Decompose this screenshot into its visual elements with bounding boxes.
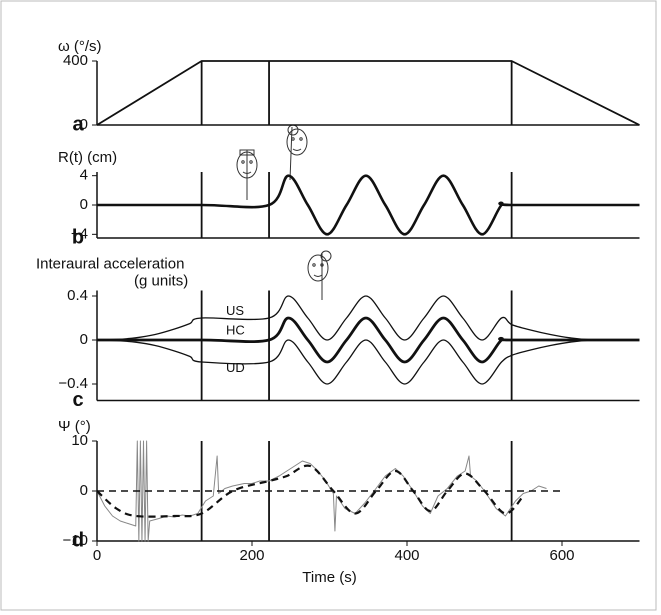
y-tick-label: 0.4 [67, 287, 88, 304]
y-tick-label: 0 [80, 482, 88, 499]
y-tick-label: 4 [80, 167, 88, 184]
head-icon [286, 124, 308, 181]
data-line [97, 174, 640, 236]
y-tick-label: −4 [71, 225, 88, 242]
panel-label: d [72, 529, 84, 551]
y-tick-label: −10 [63, 532, 88, 549]
data-line [96, 464, 525, 518]
y-tick-label: 0 [80, 196, 88, 213]
head-icon [236, 149, 258, 200]
series-label: UD [226, 360, 245, 375]
panel-label: a [72, 113, 84, 135]
series-label: HC [226, 323, 245, 338]
y-tick-label: 0 [80, 116, 88, 133]
x-tick-label: 600 [549, 547, 574, 564]
data-line [97, 316, 640, 364]
data-line [96, 295, 640, 341]
data-line [96, 60, 640, 126]
x-tick-label: 400 [394, 547, 419, 564]
data-line [96, 440, 547, 542]
y-tick-label: 10 [71, 432, 88, 449]
x-tick-label: 0 [93, 547, 101, 564]
head-icons [236, 124, 332, 300]
head-icon [307, 250, 332, 300]
panel-label: c [72, 389, 83, 411]
data-line [96, 339, 640, 385]
series-label: US [226, 303, 244, 318]
y-tick-label: −0.4 [58, 375, 88, 392]
y-axis-label: ω (°/s) [58, 38, 102, 55]
y-axis-label: R(t) (cm) [58, 149, 117, 166]
panel-label: b [72, 226, 84, 248]
y-axis-label: (g units) [134, 272, 188, 289]
x-axis-label: Time (s) [302, 569, 356, 586]
y-tick-label: 0 [80, 331, 88, 348]
y-tick-label: 400 [63, 52, 88, 69]
y-axis-label: Interaural acceleration [36, 255, 184, 272]
x-tick-label: 200 [239, 547, 264, 564]
y-axis-label: Ψ (°) [58, 418, 91, 435]
